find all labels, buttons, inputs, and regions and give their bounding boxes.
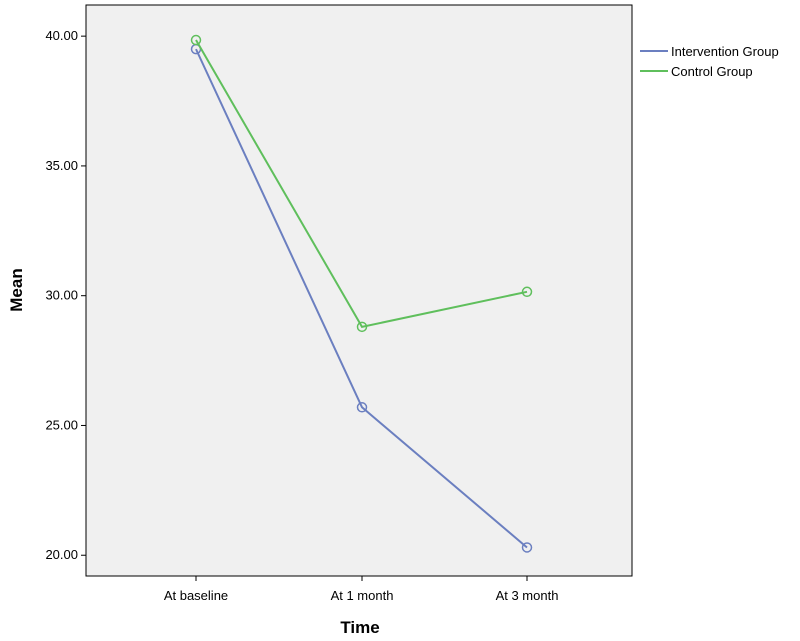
legend-label: Control Group	[671, 64, 753, 79]
y-tick-label: 30.00	[45, 288, 78, 303]
plot-area	[85, 4, 633, 577]
y-tick-label: 25.00	[45, 417, 78, 432]
series-1-point	[521, 286, 533, 298]
y-tick-label: 20.00	[45, 547, 78, 562]
series-0-point	[356, 402, 368, 413]
legend: Intervention Group Control Group	[640, 44, 779, 79]
series-line-0	[195, 48, 528, 549]
legend-label: Intervention Group	[671, 44, 779, 59]
y-tick-label: 35.00	[45, 158, 78, 173]
y-tick-label: 40.00	[45, 28, 78, 43]
series-1-point	[190, 34, 202, 46]
series-0-point	[521, 542, 533, 553]
x-tick-label: At 3 month	[496, 588, 559, 603]
x-tick-label: At baseline	[164, 588, 228, 603]
series-line-1	[195, 39, 528, 328]
x-tick-label: At 1 month	[331, 588, 394, 603]
series-layer	[190, 34, 533, 553]
y-axis: 20.00 25.00 30.00 35.00 40.00	[45, 28, 86, 562]
series-1-point	[356, 321, 368, 333]
x-axis-title: Time	[340, 618, 379, 637]
x-axis: At baseline At 1 month At 3 month	[164, 576, 559, 603]
y-axis-title: Mean	[7, 268, 26, 311]
